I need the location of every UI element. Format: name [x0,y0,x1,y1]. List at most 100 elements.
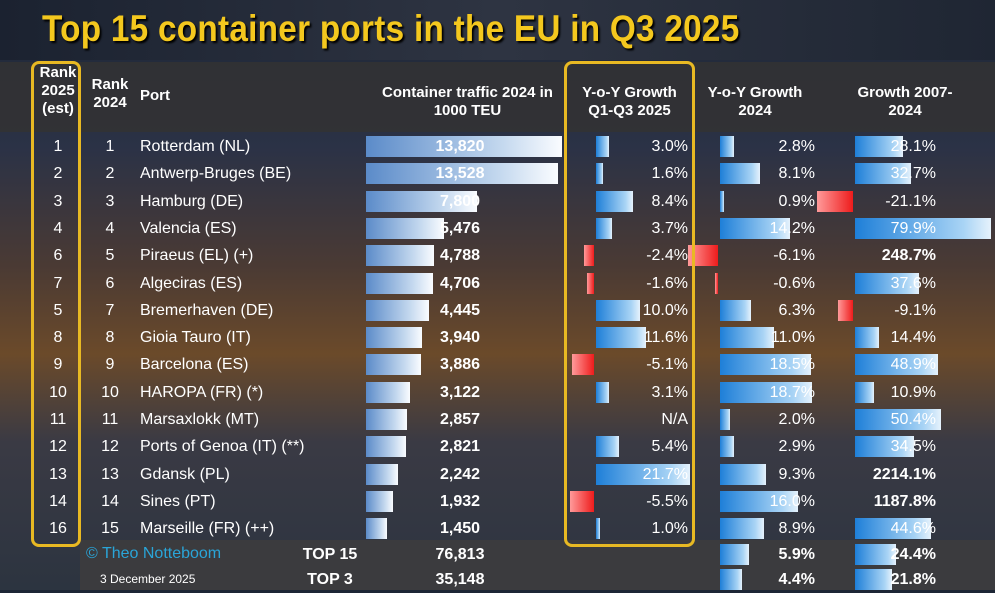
yoy-2024-bar [720,354,811,376]
rank-2024: 5 [105,247,115,265]
growth-value: 2214.1% [872,465,936,483]
yoy-2025-value: 3.0% [651,138,688,155]
yoy-2025-value: 21.7% [642,465,688,483]
traffic-value: 1,932 [439,492,481,510]
traffic-bar [366,272,433,294]
total-traffic: 76,813 [435,546,485,563]
yoy-2024-value: 14.2% [769,219,815,237]
port-name: Algeciras (ES) [140,274,243,292]
growth-value: 14.4% [890,329,936,347]
traffic-bar [366,409,407,430]
traffic-bar [366,163,558,185]
traffic-value: 3,886 [439,356,481,374]
yoy-2025-bar [596,518,601,540]
total-growth-bar [855,544,897,565]
yoy-2024-value: 9.3% [778,465,815,483]
yoy-2025-bar [596,217,613,239]
port-name: Piraeus (EL) (+) [140,247,254,265]
rank-2024: 4 [105,219,115,237]
yoy-2025-value: 10.0% [642,301,688,319]
traffic-value: 3,940 [439,329,481,347]
yoy-2024-value: -0.6% [773,274,815,292]
yoy-2024-value: 11.0% [770,329,815,347]
rank-2025: 9 [53,356,63,374]
traffic-bar [366,490,394,512]
header-yoy-2024: Y-o-Y Growth 2024 [707,84,803,119]
yoy-2024-bar [720,463,766,485]
growth-value: 28.1% [890,138,936,155]
yoy-2025-bar [570,490,594,512]
yoy-2024-bar [720,518,764,540]
yoy-2025-value: 8.4% [651,192,688,210]
total-growth-bar [855,569,893,590]
port-name: Bremerhaven (DE) [140,301,274,319]
yoy-2024-value: 2.9% [778,438,815,456]
traffic-value: 3,122 [439,383,481,401]
port-name: Valencia (ES) [140,219,237,237]
total-yoy-2024-bar [720,544,749,565]
port-name: Rotterdam (NL) [140,138,251,155]
table-footer [80,540,995,590]
rank-2024: 3 [105,192,115,210]
chart-title: Top 15 container ports in the EU in Q3 2… [42,8,740,49]
total-label: TOP 15 [302,546,358,563]
date: 3 December 2025 [100,572,196,586]
yoy-2025-bar [596,136,610,157]
growth-bar [855,354,939,376]
yoy-2025-bar [596,381,610,403]
yoy-2025-bar [596,299,640,321]
rank-2024: 14 [101,492,119,510]
traffic-value: 2,857 [439,411,481,428]
yoy-2024-value: 8.1% [778,165,815,183]
header-rank-2024: Rank 2024 [91,76,129,111]
rank-2025: 7 [53,274,63,292]
yoy-2024-bar [720,136,734,157]
total-growth: 21.8% [890,571,936,588]
traffic-value: 2,242 [439,465,481,483]
rank-2024: 8 [105,329,115,347]
growth-bar [855,163,911,185]
growth-bar [855,436,914,458]
rank-2024: 15 [101,520,119,538]
port-name: Antwerp-Bruges (BE) [140,165,292,183]
growth-value: 37.6% [890,274,936,292]
rank-2025: 6 [53,247,63,265]
traffic-value: 7,800 [439,192,481,210]
growth-value: -21.1% [885,192,936,210]
rank-2025: 10 [49,383,67,401]
port-name: Sines (PT) [140,492,216,510]
total-yoy-2024-bar [720,569,742,590]
rank-2025: 4 [53,219,63,237]
traffic-bar [366,381,411,403]
growth-bar [855,327,880,349]
total-yoy-2024: 5.9% [778,546,815,563]
traffic-bar [366,518,387,540]
yoy-2025-value: -2.4% [646,247,688,265]
header-growth-2007-2024: Growth 2007-2024 [857,84,953,119]
growth-value: 48.9% [890,356,936,374]
traffic-value: 13,820 [435,138,485,155]
rank-2024: 11 [101,411,119,428]
yoy-2024-bar [720,217,790,239]
traffic-value: 4,706 [439,274,481,292]
total-label: TOP 3 [307,571,353,588]
yoy-2024-value: 0.9% [778,192,815,210]
traffic-value: 2,821 [439,438,481,456]
growth-bar [855,518,931,540]
traffic-value: 5,476 [439,219,481,237]
rank-2025: 8 [53,329,63,347]
growth-value: 32.7% [890,165,936,183]
yoy-2024-value: -6.1% [773,247,815,265]
growth-value: -9.1% [894,301,936,319]
traffic-value: 4,788 [439,247,481,265]
growth-bar [817,190,853,212]
yoy-2025-bar [583,245,594,267]
yoy-2025-value: N/A [661,411,688,428]
rank-2024: 13 [101,465,119,483]
yoy-2024-value: 2.8% [778,138,815,155]
yoy-2025-value: 1.6% [651,165,688,183]
yoy-2025-bar [571,354,594,376]
port-name: Marsaxlokk (MT) [140,411,260,428]
growth-value: 248.7% [881,247,936,265]
rank-2024: 6 [105,274,115,292]
